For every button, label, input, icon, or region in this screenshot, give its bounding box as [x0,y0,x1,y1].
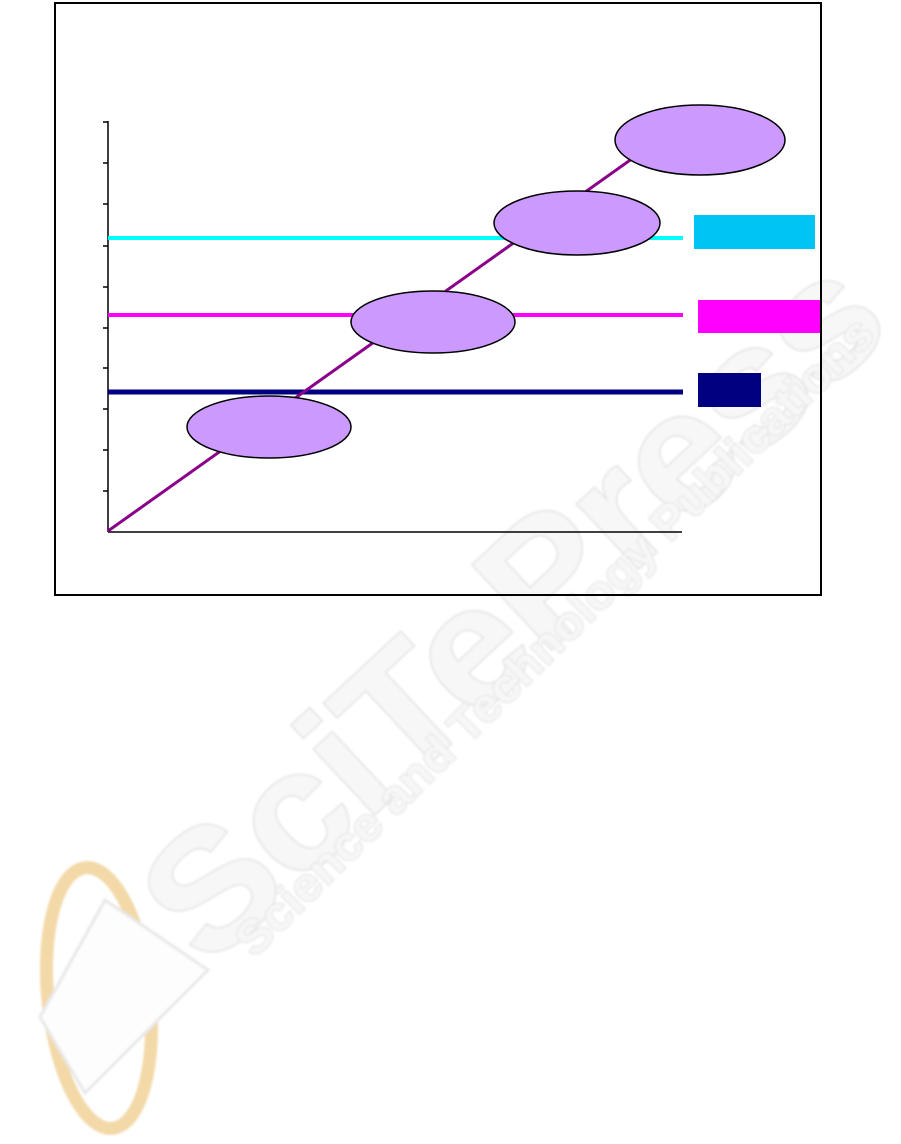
figure-frame [54,2,822,596]
stage-ellipse-1 [186,395,352,459]
y-axis-ticks [103,121,109,492]
stage-ellipses [186,104,786,459]
stage-ellipse-4 [614,104,786,176]
stage-ellipse-3 [493,190,661,256]
legend-swatch-navy [698,373,761,407]
legend-swatch-magenta [698,300,820,333]
legend-swatch-cyan [694,215,815,249]
publisher-logo [38,861,211,1135]
stage-ellipse-2 [350,290,516,354]
logo-diamond [38,897,211,1096]
legend [694,215,820,407]
axes [103,121,682,533]
